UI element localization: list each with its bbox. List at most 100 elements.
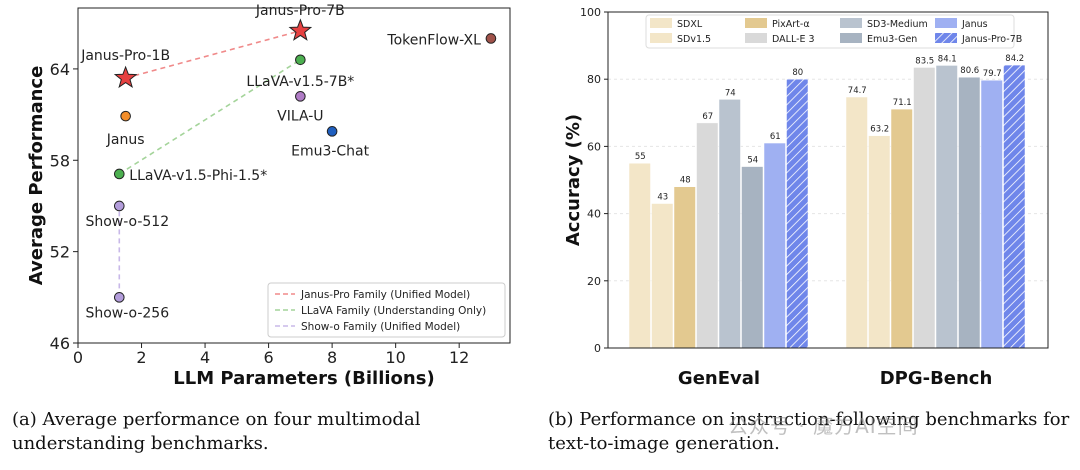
x-tick-label: 2 (136, 348, 146, 367)
point-label: Janus (106, 132, 145, 148)
legend-box (267, 282, 506, 338)
point-label: Show-o-512 (85, 214, 169, 230)
point-label: LLaVA-v1.5-7B* (246, 74, 354, 90)
star-marker (288, 18, 313, 41)
bar-value-label: 84.1 (938, 54, 957, 64)
bar (651, 203, 674, 349)
bar (696, 122, 719, 349)
legend-swatch (650, 33, 672, 43)
bar (890, 108, 913, 349)
bar-value-label: 74 (725, 88, 736, 98)
legend-swatch (745, 33, 767, 43)
y-tick-label: 20 (587, 275, 601, 288)
x-tick-label: 6 (263, 348, 273, 367)
bar-value-label: 74.7 (848, 86, 867, 96)
category-label: GenEval (678, 368, 760, 389)
legend-label: SD3-Medium (867, 19, 928, 30)
bar (845, 96, 868, 349)
point-label: Janus-Pro-1B (80, 48, 170, 64)
legend-swatch (745, 18, 767, 28)
bar-value-label: 83.5 (915, 56, 934, 66)
bar (913, 67, 936, 349)
x-axis-label: LLM Parameters (Billions) (173, 368, 434, 389)
legend-label: DALL-E 3 (772, 34, 815, 45)
point-label: LLaVA-v1.5-Phi-1.5* (129, 168, 267, 184)
point-label: Janus-Pro-7B (255, 3, 345, 19)
bar-value-label: 48 (680, 176, 691, 186)
y-tick-label: 0 (594, 342, 601, 355)
bar (741, 166, 764, 349)
family-line (125, 30, 301, 79)
y-tick-label: 64 (50, 60, 70, 79)
bar (628, 162, 651, 349)
legend-label: SDv1.5 (677, 34, 711, 45)
bar (786, 78, 809, 349)
watermark: 公众号 · 魔方AI空间 (728, 414, 919, 438)
plot-frame (77, 7, 511, 344)
bar (1003, 64, 1026, 349)
point-label: Emu3-Chat (291, 143, 370, 159)
bar (980, 79, 1003, 349)
point-marker (295, 91, 306, 102)
legend-swatch (935, 33, 957, 43)
point-marker (113, 200, 125, 212)
y-tick-label: 58 (50, 151, 70, 170)
y-tick-label: 40 (587, 208, 601, 221)
x-tick-label: 8 (327, 348, 337, 367)
y-tick-label: 60 (587, 140, 601, 153)
y-axis-label: Average Performance (26, 66, 47, 286)
caption-b: (b) Performance on instruction-following… (548, 409, 1070, 454)
point-label: TokenFlow-XL (386, 32, 481, 48)
point-label: Show-o-256 (85, 305, 169, 321)
bar (958, 76, 981, 349)
legend-swatch (935, 18, 957, 28)
bar-value-label: 63.2 (870, 125, 889, 135)
legend-label: Janus (961, 19, 988, 30)
legend-label: SDXL (677, 19, 703, 30)
y-tick-label: 52 (50, 243, 70, 262)
bar-value-label: 67 (702, 112, 713, 122)
x-tick-label: 0 (73, 348, 83, 367)
legend-swatch (840, 18, 862, 28)
legend-label: LLaVA Family (Understanding Only) (301, 305, 486, 317)
legend-label: PixArt-α (772, 19, 810, 30)
legend-label: Janus-Pro-7B (961, 34, 1022, 45)
point-marker (120, 110, 131, 122)
bar-value-label: 55 (635, 152, 646, 162)
legend-box (645, 14, 1015, 49)
bar-chart: 0 20 40 60 80 100 Accuracy (%) 55 43 48 67 74 54 61 80… (563, 6, 1049, 389)
x-tick-label: 4 (200, 348, 210, 367)
bar-value-label: 71.1 (893, 98, 912, 108)
legend-label: Show-o Family (Unified Model) (301, 321, 460, 333)
x-tick-label: 12 (449, 348, 469, 367)
star-marker (113, 65, 138, 89)
legend-swatch (840, 33, 862, 43)
category-label: DPG-Bench (880, 368, 993, 389)
point-marker (113, 168, 125, 180)
point-label: VILA-U (277, 108, 323, 124)
bar (673, 186, 696, 349)
bar (763, 142, 786, 349)
point-marker (326, 126, 338, 137)
legend-label: Emu3-Gen (867, 34, 917, 45)
bar (935, 65, 958, 349)
plot-frame (607, 11, 1049, 349)
bar-value-label: 43 (657, 193, 668, 203)
y-axis-label: Accuracy (%) (563, 114, 584, 246)
point-marker (113, 292, 125, 303)
y-tick-label: 46 (50, 334, 70, 353)
legend-label: Janus-Pro Family (Unified Model) (300, 289, 470, 301)
y-tick-label: 100 (580, 6, 601, 19)
bar-value-label: 61 (770, 132, 781, 142)
legend-swatch (650, 18, 672, 28)
point-marker (485, 33, 497, 44)
caption-a: (a) Average performance on four multimod… (12, 409, 421, 454)
bar (868, 135, 891, 349)
bar-value-label: 84.2 (1005, 54, 1024, 64)
bar-value-label: 54 (747, 156, 758, 166)
bar-value-label: 79.7 (983, 69, 1002, 79)
y-tick-label: 80 (587, 73, 601, 86)
bar (718, 99, 741, 349)
